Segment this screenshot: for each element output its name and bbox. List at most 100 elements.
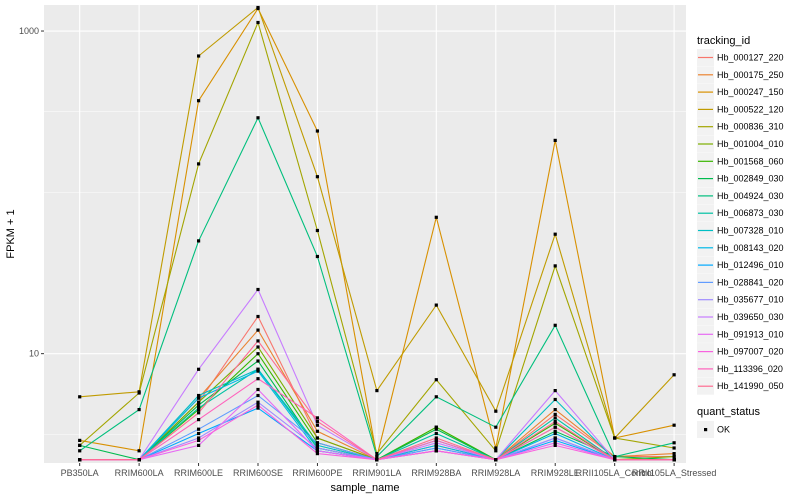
data-point	[256, 393, 260, 398]
data-point	[434, 438, 438, 442]
data-point	[553, 443, 557, 447]
data-point	[434, 425, 438, 429]
data-point	[197, 427, 201, 431]
data-point	[375, 455, 379, 459]
legend-label: Hb_141990_050	[717, 381, 784, 391]
legend-label: Hb_001568_060	[717, 156, 784, 166]
data-point	[672, 373, 676, 377]
data-point	[256, 314, 260, 319]
legend-label: Hb_035677_010	[717, 295, 784, 305]
data-point	[434, 443, 438, 447]
x-tick-label: RRII105LA_Control	[576, 468, 654, 478]
data-point	[256, 359, 260, 363]
data-point	[375, 389, 379, 393]
data-point	[256, 20, 260, 25]
legend-title: tracking_id	[697, 35, 750, 47]
data-point	[434, 427, 438, 431]
data-point	[137, 449, 141, 453]
legend-label: Hb_004924_030	[717, 191, 784, 201]
data-point	[434, 446, 438, 450]
data-point	[434, 215, 438, 219]
data-point	[494, 425, 498, 429]
data-point	[256, 116, 260, 120]
data-point	[553, 408, 557, 412]
data-point	[256, 377, 260, 381]
data-point	[256, 387, 260, 392]
data-point	[553, 323, 557, 327]
data-point	[434, 303, 438, 307]
legend-entries: Hb_000127_220 Hb_000175_250 Hb_000247_150 H…	[697, 49, 784, 395]
data-point	[137, 408, 141, 412]
x-tick-label: RRIM928LE	[531, 468, 580, 478]
data-point	[256, 328, 260, 332]
data-point	[315, 452, 319, 456]
shape-legend-swatch	[704, 428, 708, 432]
legend-label: Hb_000127_220	[717, 53, 784, 63]
data-point	[434, 449, 438, 453]
legend-label: Hb_000836_310	[717, 122, 784, 132]
data-point	[256, 367, 260, 371]
data-point	[553, 431, 557, 436]
data-point	[315, 446, 319, 450]
shape-legend-entries: OK	[697, 421, 730, 438]
data-point	[197, 367, 201, 371]
data-point	[375, 458, 379, 462]
data-point	[78, 458, 82, 462]
legend-label: Hb_007328_010	[717, 226, 784, 236]
data-point	[434, 436, 438, 440]
legend-label: Hb_008143_020	[717, 243, 784, 253]
data-point	[494, 446, 498, 450]
legend-label: Hb_006873_030	[717, 208, 784, 218]
data-point	[78, 443, 82, 447]
x-tick-label: RRIM600LA	[115, 468, 164, 478]
data-point	[672, 441, 676, 445]
data-point	[197, 438, 201, 442]
data-point	[78, 395, 82, 399]
data-point	[256, 287, 260, 292]
data-point	[197, 400, 201, 404]
series-points	[78, 5, 676, 462]
data-point	[315, 416, 319, 420]
data-point	[256, 400, 260, 404]
data-point	[315, 441, 319, 445]
data-point	[256, 403, 260, 407]
legend-label: Hb_000175_250	[717, 70, 784, 80]
data-point	[315, 175, 319, 179]
legend-label: Hb_091913_010	[717, 329, 784, 339]
data-point	[315, 129, 319, 133]
data-point	[553, 264, 557, 268]
data-point	[553, 389, 557, 393]
data-point	[197, 431, 201, 436]
data-point	[613, 436, 617, 440]
legend-label: Hb_028841_020	[717, 277, 784, 287]
data-point	[553, 441, 557, 445]
data-point	[613, 458, 617, 462]
legend-label: Hb_012496_010	[717, 260, 784, 270]
data-point	[256, 406, 260, 410]
x-tick-label: PB350LA	[61, 468, 99, 478]
data-point	[315, 254, 319, 259]
data-point	[197, 239, 201, 243]
data-point	[494, 409, 498, 413]
data-point	[494, 458, 498, 462]
data-point	[256, 369, 260, 373]
data-point	[197, 418, 201, 422]
x-axis-ticks: PB350LA RRIM600LA RRIM600LE RRIM600SE RRIM60…	[61, 463, 716, 478]
x-tick-label: RRIM928BA	[411, 468, 461, 478]
data-point	[315, 443, 319, 447]
data-point	[434, 395, 438, 399]
data-point	[553, 232, 557, 236]
data-point	[197, 411, 201, 415]
data-point	[553, 421, 557, 425]
data-point	[553, 397, 557, 402]
data-point	[553, 419, 557, 424]
data-point	[553, 438, 557, 442]
legend-label: Hb_097007_020	[717, 347, 784, 357]
data-point	[256, 352, 260, 356]
data-point	[197, 54, 201, 58]
data-point	[672, 458, 676, 462]
data-point	[672, 455, 676, 459]
data-point	[672, 446, 676, 450]
data-point	[78, 438, 82, 442]
